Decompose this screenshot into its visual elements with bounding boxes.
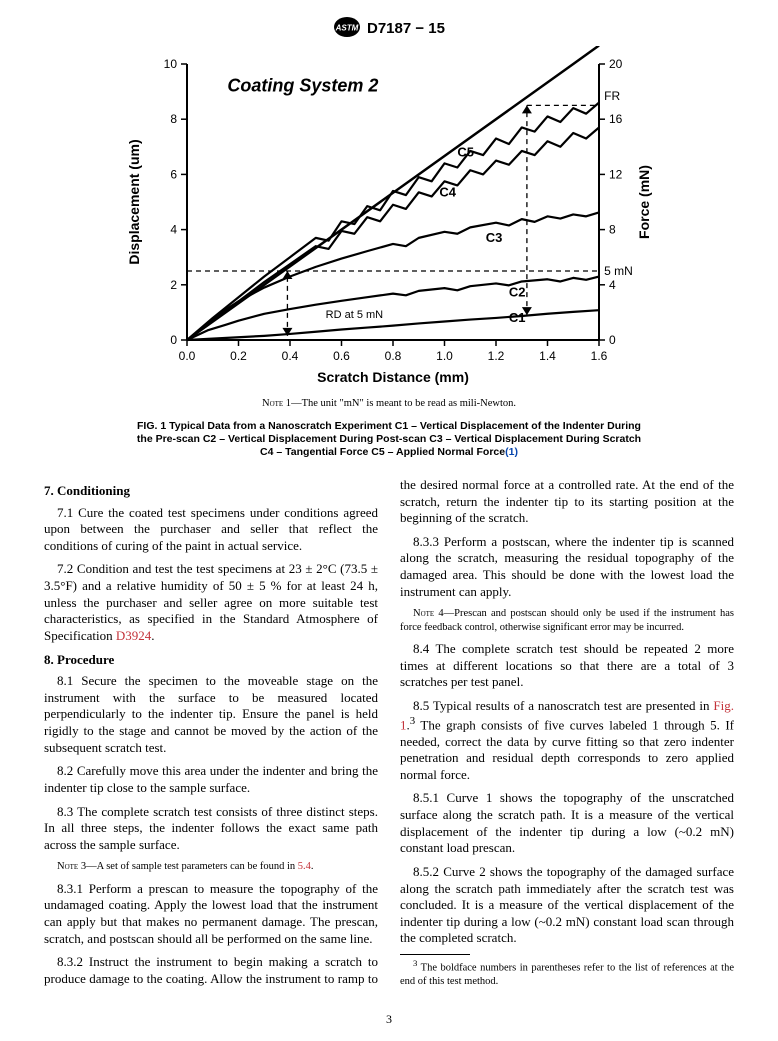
- svg-text:4: 4: [170, 223, 177, 237]
- svg-text:10: 10: [164, 57, 178, 71]
- chart-container: 0.00.20.40.60.81.01.21.41.60246810048121…: [109, 46, 669, 459]
- svg-text:C4: C4: [439, 184, 456, 199]
- svg-text:Displacement (um): Displacement (um): [126, 139, 142, 264]
- fig-text: Typical Data from a Nanoscratch Experime…: [137, 420, 641, 458]
- svg-text:1.2: 1.2: [488, 349, 505, 363]
- note-1-text: —The unit "mN" is meant to be read as mi…: [291, 398, 516, 409]
- para-8-4: 8.4 The complete scratch test should be …: [400, 641, 734, 691]
- svg-text:12: 12: [609, 167, 623, 181]
- designation: D7187 − 15: [367, 20, 445, 37]
- svg-text:1.0: 1.0: [436, 349, 453, 363]
- svg-text:RD at 5 mN: RD at 5 mN: [326, 309, 384, 321]
- page: ASTM D7187 − 15 0.0 0.2 0.4 0.6 0.8 1.0 1.2 1.4…: [0, 0, 778, 1041]
- footnote-3: 3 The boldface numbers in parentheses re…: [400, 958, 734, 988]
- doc-header: ASTM D7187 − 15: [44, 18, 734, 40]
- para-8-5-2: 8.5.2 Curve 2 shows the topography of th…: [400, 864, 734, 947]
- note-4: Note 4—Prescan and postscan should only …: [400, 607, 734, 634]
- svg-text:C2: C2: [509, 284, 526, 299]
- para-8-3: 8.3 The complete scratch test consists o…: [44, 804, 378, 854]
- para-8-2: 8.2 Carefully move this area under the i…: [44, 763, 378, 796]
- svg-text:2: 2: [170, 278, 177, 292]
- svg-text:FR: FR: [604, 89, 620, 103]
- svg-text:0.0: 0.0: [179, 349, 196, 363]
- section-7-title: 7. Conditioning: [44, 483, 378, 500]
- svg-text:ASTM: ASTM: [335, 24, 359, 33]
- svg-text:Scratch Distance (mm): Scratch Distance (mm): [317, 369, 469, 385]
- svg-text:1.4: 1.4: [539, 349, 556, 363]
- svg-text:0.8: 0.8: [385, 349, 402, 363]
- svg-text:Coating System 2: Coating System 2: [227, 76, 378, 96]
- svg-text:8: 8: [609, 223, 616, 237]
- body-text: 7. Conditioning 7.1 Cure the coated test…: [44, 477, 734, 992]
- para-7-2: 7.2 Condition and test the test specimen…: [44, 561, 378, 644]
- svg-text:C1: C1: [509, 310, 526, 325]
- fig-ref: (1): [505, 446, 518, 458]
- para-7-1: 7.1 Cure the coated test specimens under…: [44, 505, 378, 555]
- svg-text:16: 16: [609, 112, 623, 126]
- para-8-5-1: 8.5.1 Curve 1 shows the topography of th…: [400, 790, 734, 857]
- section-8-title: 8. Procedure: [44, 652, 378, 669]
- ref-d3924[interactable]: D3924: [116, 628, 151, 643]
- note-1: Note 1—The unit "mN" is meant to be read…: [109, 398, 669, 409]
- figure-caption: FIG. 1 Typical Data from a Nanoscratch E…: [129, 420, 649, 459]
- svg-text:0.6: 0.6: [333, 349, 350, 363]
- svg-text:0.4: 0.4: [282, 349, 299, 363]
- svg-text:0: 0: [609, 333, 616, 347]
- footnote-rule: [400, 954, 470, 955]
- svg-text:C5: C5: [457, 144, 474, 159]
- svg-text:0.2: 0.2: [230, 349, 247, 363]
- para-8-1: 8.1 Secure the specimen to the moveable …: [44, 673, 378, 756]
- page-number: 3: [386, 1012, 392, 1027]
- para-8-3-3: 8.3.3 Perform a postscan, where the inde…: [400, 534, 734, 601]
- svg-text:6: 6: [170, 167, 177, 181]
- astm-logo: ASTM: [333, 16, 361, 38]
- fig-prefix: FIG. 1: [137, 420, 169, 432]
- svg-text:5 mN: 5 mN: [604, 264, 633, 278]
- svg-text:20: 20: [609, 57, 623, 71]
- note-1-label: Note 1: [262, 398, 291, 409]
- svg-text:0: 0: [170, 333, 177, 347]
- para-8-3-1: 8.3.1 Perform a prescan to measure the t…: [44, 881, 378, 948]
- svg-text:4: 4: [609, 278, 616, 292]
- svg-text:C3: C3: [486, 230, 503, 245]
- ref-5-4[interactable]: 5.4: [298, 861, 311, 872]
- svg-text:1.6: 1.6: [591, 349, 608, 363]
- nanoscratch-chart: 0.00.20.40.60.81.01.21.41.60246810048121…: [109, 46, 669, 396]
- para-8-5: 8.5 Typical results of a nanoscratch tes…: [400, 698, 734, 783]
- svg-text:Force (mN): Force (mN): [636, 165, 652, 239]
- note-3: Note 3—A set of sample test parameters c…: [44, 860, 378, 873]
- svg-text:8: 8: [170, 112, 177, 126]
